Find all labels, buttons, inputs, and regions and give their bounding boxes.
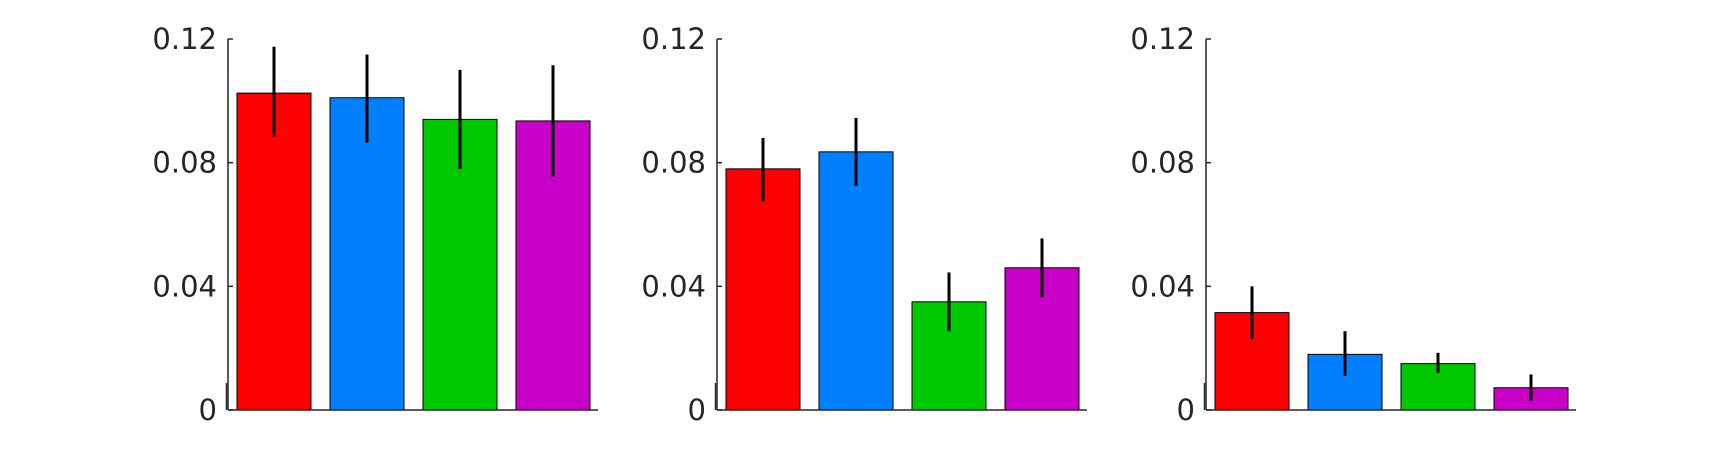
chart-panel-1: 0 0.04 0.08 0.12 [152,22,598,427]
bar-2 [818,151,894,411]
y-tick-label: 0.12 [641,22,706,56]
y-tick-label: 0 [688,393,706,427]
y-tick-label: 0.08 [1130,146,1195,180]
y-tick-label: 0.12 [152,22,217,56]
bar-1 [725,168,801,411]
y-tick-label: 0.04 [152,269,217,303]
bar-2 [329,97,405,411]
y-tick-label: 0 [1177,393,1195,427]
y-tick-label: 0.08 [152,146,217,180]
chart-panel-3: 0 0.04 0.08 0.12 [1130,22,1576,427]
y-tick-label: 0.04 [641,269,706,303]
y-tick-label: 0 [199,393,217,427]
y-tick-label: 0.12 [1130,22,1195,56]
chart-panel-2: 0 0.04 0.08 0.12 [641,22,1087,427]
y-tick-label: 0.08 [641,146,706,180]
bar-1 [236,92,312,411]
y-tick-label: 0.04 [1130,269,1195,303]
